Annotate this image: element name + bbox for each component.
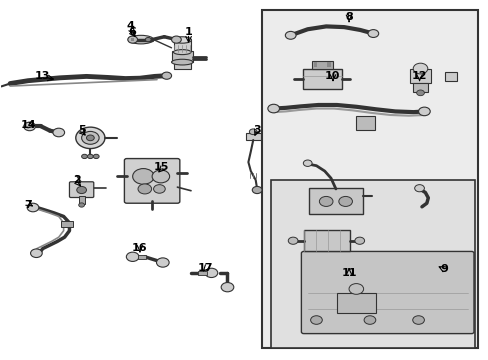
Text: 8: 8 <box>345 13 352 22</box>
Circle shape <box>252 186 262 194</box>
Circle shape <box>132 168 154 184</box>
Bar <box>271 180 474 348</box>
Circle shape <box>76 127 105 149</box>
Text: 16: 16 <box>132 243 147 253</box>
Text: 7: 7 <box>24 200 32 210</box>
Circle shape <box>285 31 295 39</box>
Circle shape <box>152 170 169 183</box>
Text: 5: 5 <box>78 125 85 135</box>
Circle shape <box>338 197 352 206</box>
Circle shape <box>412 63 427 74</box>
Text: 4: 4 <box>126 21 134 31</box>
Circle shape <box>77 186 86 194</box>
Text: 6: 6 <box>128 27 136 37</box>
Bar <box>198 271 206 275</box>
Circle shape <box>319 197 332 206</box>
Bar <box>173 40 191 52</box>
Bar <box>61 221 73 227</box>
Circle shape <box>303 160 311 166</box>
Circle shape <box>138 184 151 194</box>
Circle shape <box>354 237 364 244</box>
Circle shape <box>221 283 233 292</box>
Circle shape <box>81 154 87 158</box>
Circle shape <box>127 36 137 43</box>
Bar <box>79 197 84 204</box>
Ellipse shape <box>173 37 191 43</box>
Text: 15: 15 <box>154 162 169 172</box>
Circle shape <box>156 258 169 267</box>
Circle shape <box>414 185 424 192</box>
Circle shape <box>79 203 84 207</box>
Circle shape <box>418 107 429 116</box>
FancyBboxPatch shape <box>69 182 94 198</box>
Circle shape <box>348 284 363 294</box>
Bar <box>336 293 375 313</box>
Ellipse shape <box>128 35 153 44</box>
Circle shape <box>287 237 297 244</box>
Bar <box>311 61 332 68</box>
Bar <box>173 62 191 69</box>
Bar <box>326 62 330 67</box>
Bar <box>313 62 317 67</box>
Circle shape <box>130 37 136 42</box>
Text: 13: 13 <box>35 71 50 81</box>
Bar <box>412 83 427 92</box>
Text: 3: 3 <box>252 125 260 135</box>
Ellipse shape <box>171 59 193 65</box>
Ellipse shape <box>173 50 191 55</box>
Circle shape <box>367 30 378 37</box>
Circle shape <box>86 135 94 141</box>
Circle shape <box>310 316 322 324</box>
Bar <box>308 188 362 214</box>
Circle shape <box>24 122 35 131</box>
Text: 10: 10 <box>324 71 339 81</box>
Bar <box>302 68 341 89</box>
Circle shape <box>126 252 139 261</box>
Text: 12: 12 <box>411 71 427 81</box>
Text: 1: 1 <box>184 27 192 37</box>
Bar <box>303 230 350 251</box>
Circle shape <box>87 154 93 158</box>
Bar <box>137 255 146 259</box>
Circle shape <box>416 90 424 96</box>
Text: 14: 14 <box>20 120 36 130</box>
Circle shape <box>93 154 99 158</box>
Circle shape <box>53 128 64 137</box>
Bar <box>356 116 374 130</box>
Bar <box>245 133 260 140</box>
Bar <box>444 72 456 81</box>
Bar <box>131 38 134 41</box>
Circle shape <box>30 249 42 257</box>
Bar <box>261 10 477 348</box>
Bar <box>171 51 193 62</box>
Text: 11: 11 <box>341 268 356 278</box>
Circle shape <box>27 203 39 212</box>
Text: 2: 2 <box>73 175 81 185</box>
Circle shape <box>145 37 151 42</box>
Circle shape <box>153 185 165 193</box>
Text: 9: 9 <box>439 264 447 274</box>
Circle shape <box>81 131 99 144</box>
Circle shape <box>162 72 171 79</box>
Circle shape <box>204 268 217 278</box>
Circle shape <box>412 316 424 324</box>
Circle shape <box>267 104 279 113</box>
Bar <box>409 68 430 83</box>
Text: 17: 17 <box>198 262 213 273</box>
Circle shape <box>249 129 257 135</box>
FancyBboxPatch shape <box>301 251 473 334</box>
Circle shape <box>364 316 375 324</box>
FancyBboxPatch shape <box>124 158 180 203</box>
Circle shape <box>171 36 181 43</box>
